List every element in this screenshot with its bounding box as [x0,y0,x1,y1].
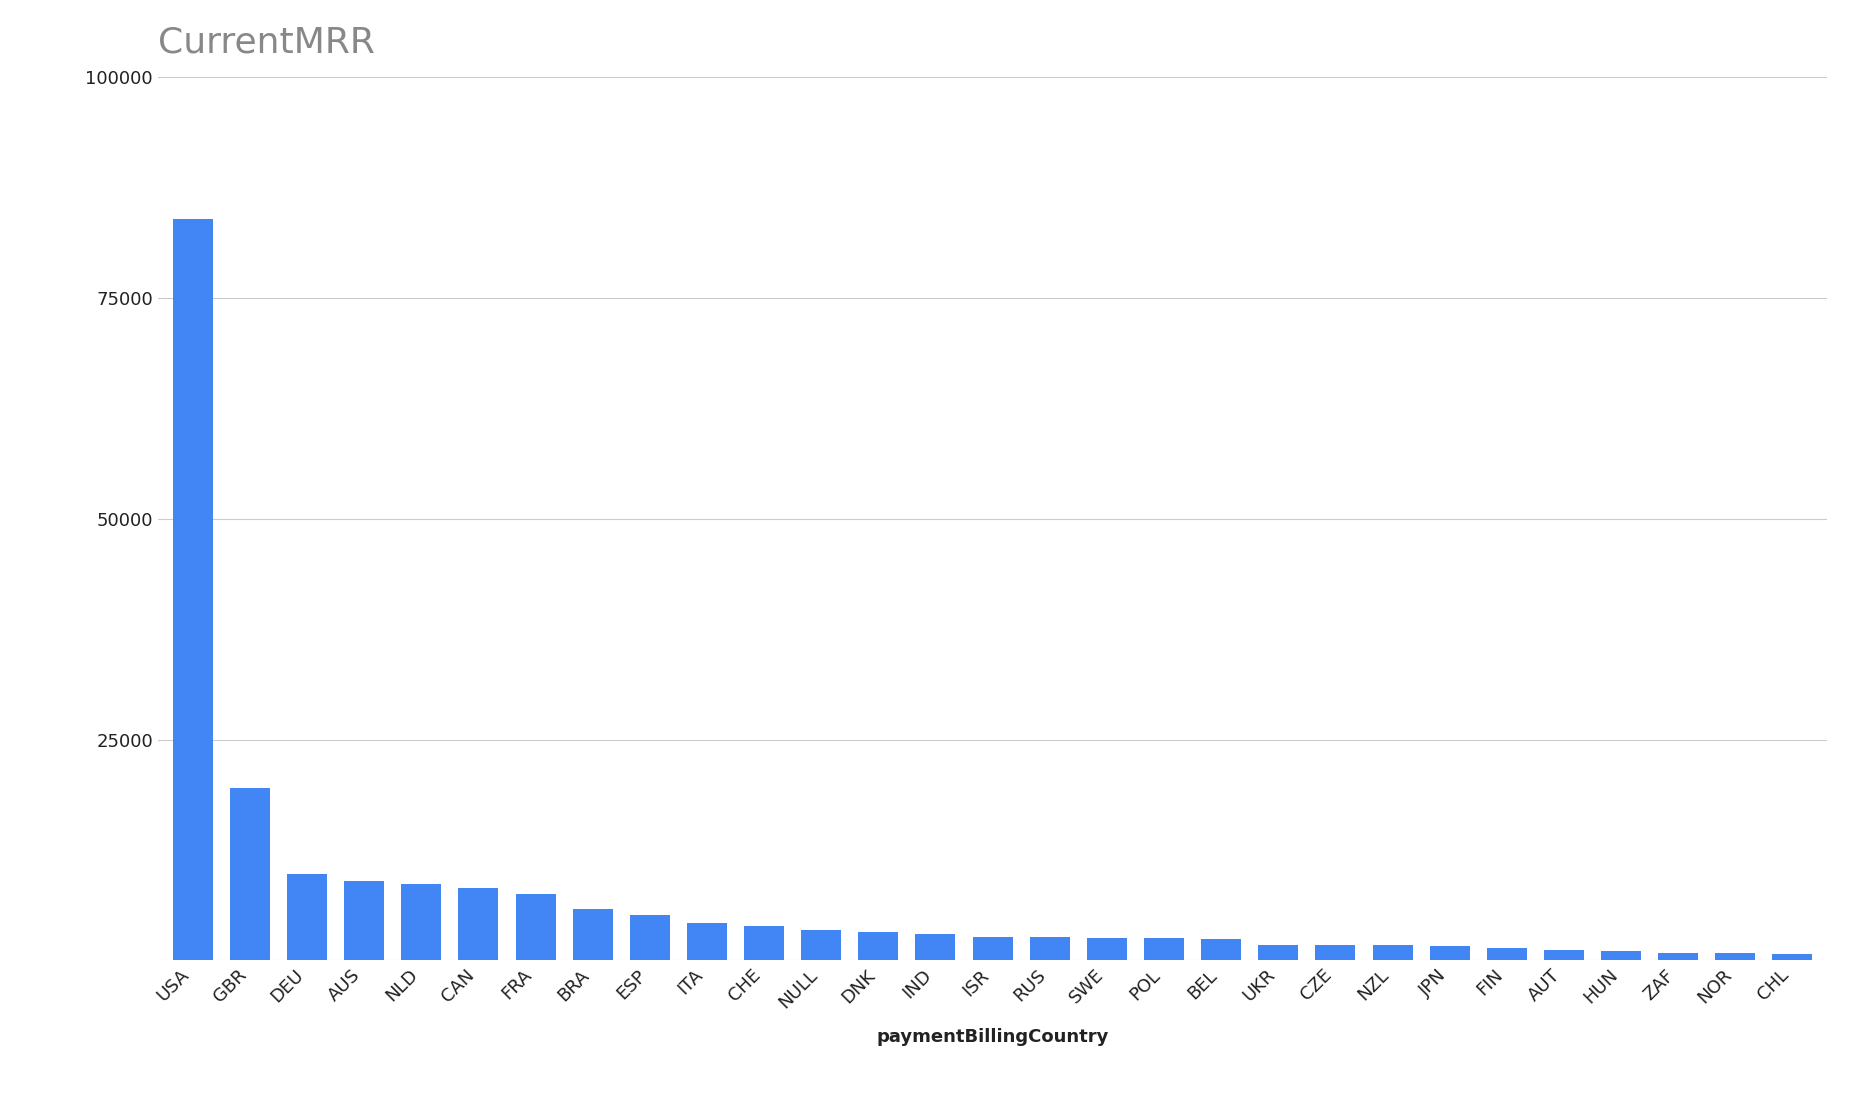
Bar [1372,945,1413,960]
Bar [1258,945,1297,960]
Bar [1487,948,1527,960]
Text: CurrentMRR: CurrentMRR [158,25,375,60]
Bar [287,874,326,960]
Bar [1659,953,1698,960]
Bar [1601,951,1640,960]
X-axis label: paymentBillingCountry: paymentBillingCountry [876,1029,1109,1047]
Bar [1029,936,1070,960]
Bar [173,219,212,960]
Bar [401,883,442,960]
Bar [1087,937,1128,960]
Bar [915,934,956,960]
Bar [572,910,613,960]
Bar [1430,946,1469,960]
Bar [688,923,727,960]
Bar [1715,954,1756,960]
Bar [802,930,841,960]
Bar [1200,940,1241,960]
Bar [229,788,270,960]
Bar [516,894,555,960]
Bar [1316,945,1355,960]
Bar [1773,954,1812,960]
Bar [345,881,384,960]
Bar [744,926,785,960]
Bar [1543,949,1584,960]
Bar [459,888,498,960]
Bar [857,932,898,960]
Bar [973,936,1012,960]
Bar [630,914,669,960]
Bar [1144,938,1184,960]
